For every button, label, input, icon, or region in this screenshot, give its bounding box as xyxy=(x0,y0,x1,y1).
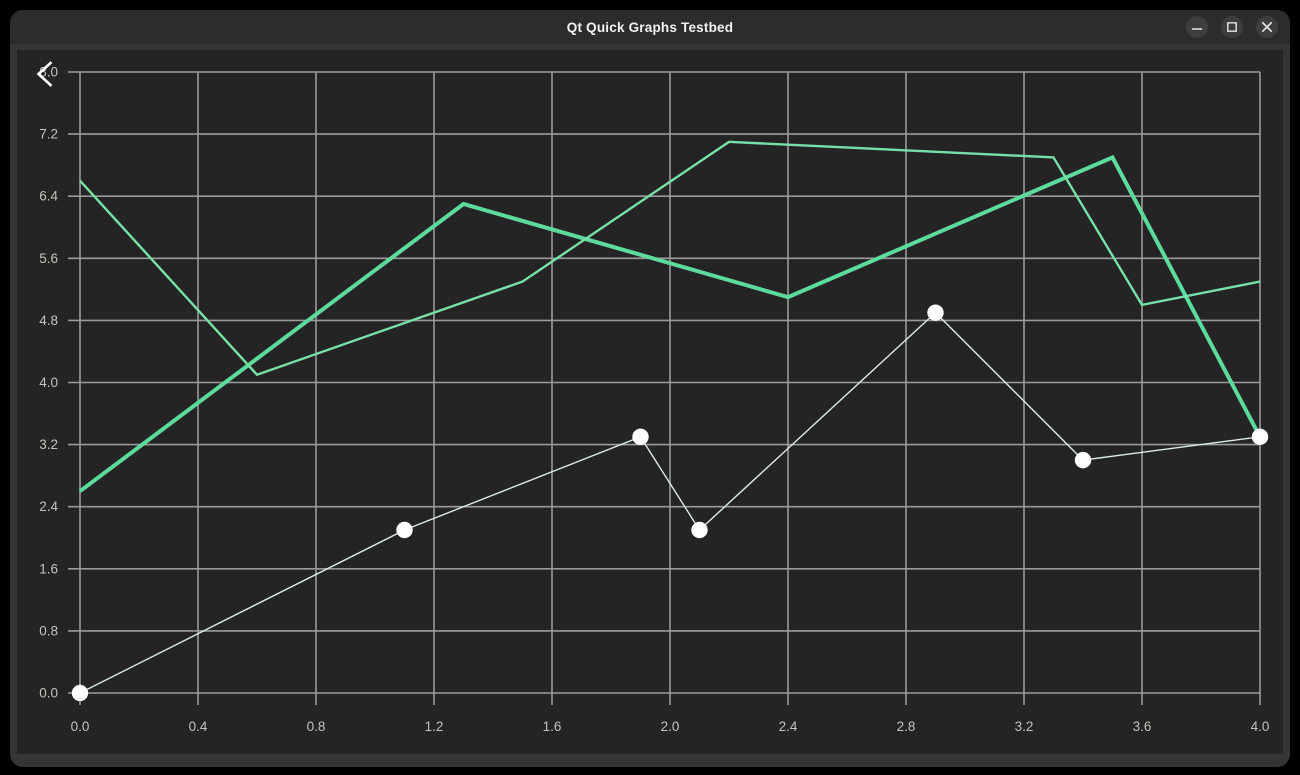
plot-background xyxy=(17,50,1283,754)
close-button[interactable] xyxy=(1256,16,1278,38)
window-title: Qt Quick Graphs Testbed xyxy=(566,19,734,35)
minimize-button[interactable] xyxy=(1186,16,1208,38)
chevron-left-icon xyxy=(36,61,53,87)
maximize-icon xyxy=(1227,22,1237,32)
maximize-button[interactable] xyxy=(1221,16,1243,38)
back-button[interactable] xyxy=(32,60,60,88)
window-controls xyxy=(1186,10,1278,44)
minimize-icon xyxy=(1191,28,1203,30)
app-window: Qt Quick Graphs Testbed xyxy=(10,10,1290,767)
titlebar[interactable]: Qt Quick Graphs Testbed xyxy=(10,10,1290,44)
close-icon xyxy=(1261,21,1273,33)
